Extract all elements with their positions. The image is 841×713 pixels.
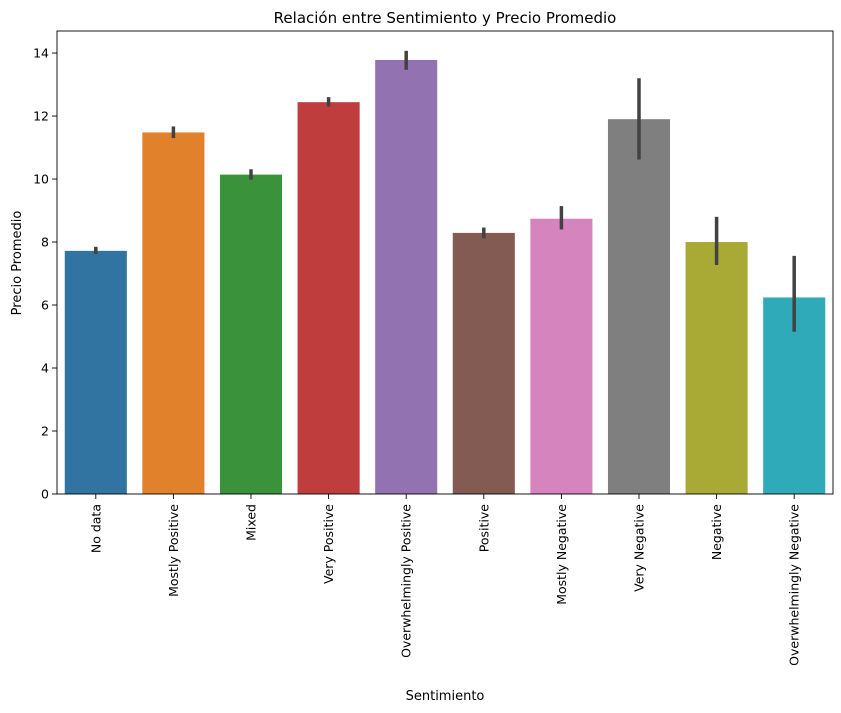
y-tick-label: 8 — [41, 235, 49, 250]
y-tick-label: 14 — [33, 46, 49, 61]
plot-frame — [56, 30, 834, 495]
x-axis: No data Mostly Positive Mixed Very Positive… — [88, 494, 802, 666]
y-tick-label: 4 — [41, 361, 49, 376]
y-tick-label: 6 — [41, 298, 49, 313]
x-tick-label: Very Negative — [632, 504, 647, 592]
x-tick-label: Overwhelmingly Negative — [787, 504, 802, 666]
x-tick-label: Mostly Positive — [166, 504, 181, 597]
bar — [452, 232, 515, 495]
x-tick-label: Positive — [476, 504, 491, 552]
y-axis-label: Precio Promedio — [10, 211, 25, 316]
y-tick-label: 12 — [33, 109, 49, 124]
x-tick-label: No data — [88, 504, 103, 553]
x-tick-label: Overwhelmingly Positive — [399, 504, 414, 658]
bar — [297, 102, 360, 494]
bar — [219, 174, 283, 494]
y-tick-label: 10 — [33, 172, 49, 187]
x-tick-label: Negative — [709, 504, 724, 560]
error-bars-group — [94, 50, 796, 332]
y-tick-label: 0 — [41, 487, 49, 502]
x-tick-label: Mostly Negative — [554, 504, 569, 605]
bar — [607, 119, 671, 494]
bar — [64, 250, 127, 494]
bar — [375, 59, 438, 495]
chart-title: Relación entre Sentimiento y Precio Prom… — [274, 9, 617, 27]
x-tick-label: Very Positive — [321, 504, 336, 584]
bar — [530, 218, 593, 494]
y-tick-label: 2 — [41, 424, 49, 439]
bar — [685, 242, 748, 494]
y-axis: 0 2 4 6 8 10 12 14 — [33, 46, 57, 502]
bars-group — [64, 59, 826, 495]
bar — [142, 132, 205, 494]
x-tick-label: Mixed — [244, 504, 259, 541]
x-axis-label: Sentimiento — [406, 689, 485, 704]
